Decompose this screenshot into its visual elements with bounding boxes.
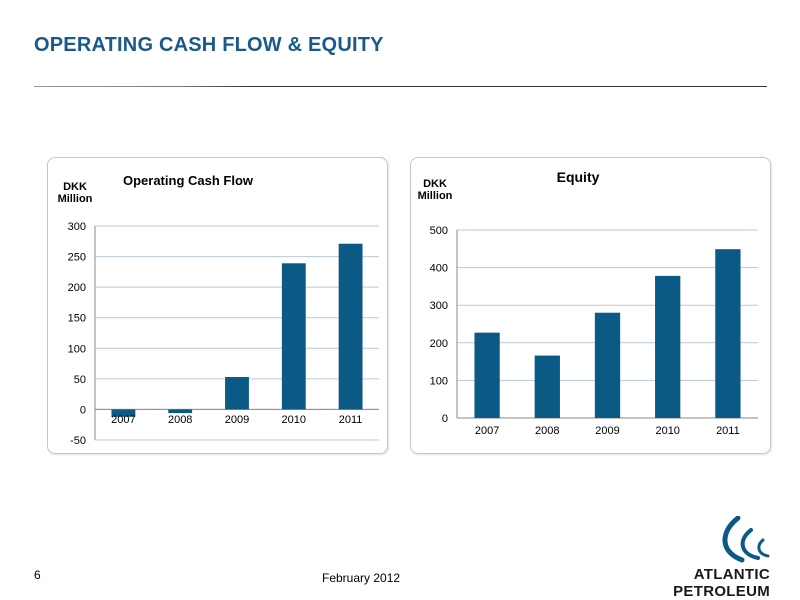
y-tick-label: 100	[68, 343, 86, 355]
slide-title: OPERATING CASH FLOW & EQUITY	[34, 34, 384, 56]
y-tick-label: -50	[70, 435, 86, 447]
bar	[474, 332, 500, 418]
y-tick-label: 150	[68, 313, 86, 325]
x-tick-label: 2008	[535, 425, 559, 437]
y-tick-label: 50	[74, 374, 86, 386]
bar	[338, 243, 363, 410]
atlantic-petroleum-logo: ATLANTIC PETROLEUM	[606, 516, 770, 600]
y-tick-label: 200	[430, 338, 448, 350]
y-tick-label: 200	[68, 282, 86, 294]
chart-title: Equity	[557, 169, 600, 185]
y-axis-label: DKK Million	[58, 181, 93, 205]
equity-chart: Equity DKK Million 0 100 200 300 400 500 2007 2008…	[418, 169, 758, 437]
x-tick-label: 2007	[111, 414, 135, 426]
wave-logo-icon	[722, 516, 770, 563]
bar	[111, 409, 136, 417]
operating-cash-flow-chart: Operating Cash Flow DKK Million -50 0 50 100 15…	[58, 173, 379, 447]
x-tick-label: 2009	[595, 425, 619, 437]
operating-cash-flow-chart-panel: Operating Cash Flow DKK Million -50 0 50 100 15…	[47, 157, 388, 454]
y-tick-label: 400	[430, 263, 448, 275]
chart-title: Operating Cash Flow	[123, 173, 254, 188]
x-tick-label: 2011	[339, 414, 363, 426]
bar	[655, 275, 681, 418]
equity-chart-panel: Equity DKK Million 0 100 200 300 400 500 2007 2008…	[410, 157, 771, 454]
x-tick-label: 2008	[168, 414, 192, 426]
x-tick-label: 2007	[475, 425, 499, 437]
bar	[534, 355, 560, 418]
x-tick-label: 2009	[225, 414, 249, 426]
y-tick-label: 300	[430, 300, 448, 312]
y-tick-label: 100	[430, 375, 448, 387]
y-axis-label: DKK Million	[418, 178, 453, 202]
page-number: 6	[34, 568, 41, 582]
bar	[281, 263, 306, 410]
y-tick-label: 500	[430, 225, 448, 237]
title-divider	[34, 86, 767, 87]
logo-text: ATLANTIC PETROLEUM	[673, 566, 770, 600]
y-tick-label: 0	[442, 413, 448, 425]
y-tick-label: 300	[68, 221, 86, 233]
x-tick-label: 2010	[655, 425, 679, 437]
y-tick-label: 250	[68, 252, 86, 264]
y-tick-label: 0	[80, 404, 86, 416]
bar	[225, 377, 249, 410]
bar	[594, 312, 621, 418]
x-tick-label: 2010	[282, 414, 306, 426]
bar	[168, 409, 193, 414]
bar	[715, 249, 741, 418]
footer-date: February 2012	[322, 571, 401, 585]
x-tick-label: 2011	[716, 425, 740, 437]
